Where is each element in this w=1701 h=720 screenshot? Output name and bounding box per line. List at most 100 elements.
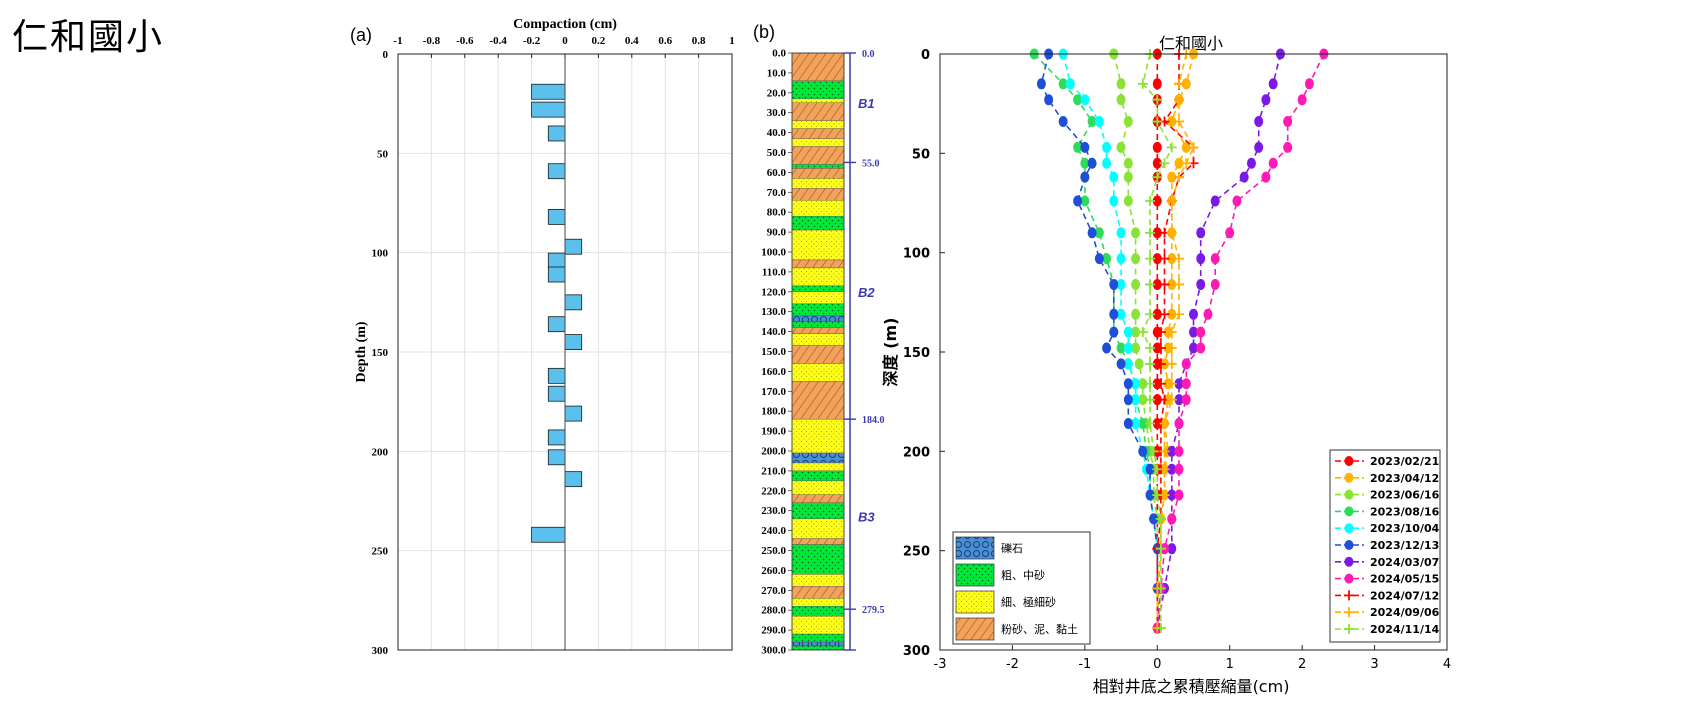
compaction-bar	[531, 83, 566, 100]
legend-marker	[1344, 540, 1354, 550]
data-point	[1167, 171, 1177, 183]
panel-a-x-tick-label: 0.6	[658, 35, 672, 47]
legend-entry: 2024/05/15	[1335, 573, 1439, 586]
lithology-swatch-coarse_sand	[955, 563, 995, 587]
lithology-layer	[791, 285, 845, 292]
panel-a-y-ticks: 0 50 100 150 200 250 300	[372, 49, 389, 657]
lithology-layer	[791, 98, 845, 103]
data-point	[1152, 172, 1163, 183]
data-point	[1283, 141, 1293, 153]
compaction-bar	[531, 526, 566, 543]
borehole-depth-label: 120.0	[761, 286, 786, 298]
borehole-column	[791, 52, 845, 651]
borehole-depth-label: 20.0	[767, 87, 787, 99]
data-point	[1196, 326, 1206, 338]
lithology-swatch-silt_clay	[955, 617, 995, 641]
unit-label: B3	[858, 510, 875, 525]
data-point	[1155, 378, 1166, 389]
panel-a-y-tick-label: 0	[383, 49, 389, 61]
data-point	[1174, 445, 1184, 457]
lithology-layer	[791, 544, 845, 575]
series-2024-11-14	[1137, 49, 1177, 634]
data-point	[1189, 342, 1198, 354]
data-point	[1196, 278, 1206, 290]
data-point	[1131, 394, 1141, 406]
panel-a-y-title: Depth (m)	[354, 321, 369, 382]
data-point	[1131, 326, 1141, 338]
lithology-layer	[791, 267, 845, 287]
data-point	[1116, 342, 1126, 354]
data-point	[1166, 394, 1177, 405]
borehole-depth-label: 30.0	[767, 107, 787, 119]
panel-a-x-tick-label: 1	[729, 35, 735, 47]
data-point	[1167, 463, 1177, 475]
lithology-layer	[791, 164, 845, 169]
lithology-layer	[791, 502, 845, 519]
lithology-layer	[791, 200, 845, 217]
data-point	[1181, 378, 1191, 390]
data-point	[1123, 326, 1133, 338]
data-point	[1155, 358, 1166, 369]
data-point	[1131, 227, 1141, 239]
panel-c-x-tick-label: 0	[1153, 657, 1161, 672]
panel-a-x-tick-label: -0.2	[523, 35, 541, 47]
data-point	[1155, 623, 1166, 634]
borehole-depth-label: 90.0	[767, 227, 787, 239]
data-point	[1174, 418, 1184, 430]
data-point	[1094, 116, 1104, 128]
legend-entry: 2024/03/07	[1335, 556, 1439, 569]
data-point	[1174, 279, 1185, 290]
borehole-depth-label: 70.0	[767, 187, 787, 199]
data-point	[1080, 141, 1090, 153]
series-2024-05-15	[1152, 48, 1329, 634]
data-point	[1131, 253, 1141, 265]
unit-boundary-label: 279.5	[862, 605, 885, 616]
data-point	[1123, 418, 1133, 430]
data-point	[1167, 489, 1177, 501]
data-point	[1152, 278, 1162, 290]
lithology-layer	[791, 321, 845, 328]
data-point	[1080, 94, 1090, 106]
lithology-layer	[791, 80, 845, 99]
series-line	[1156, 53, 1195, 629]
legend-entry: 2023/10/04	[1335, 522, 1440, 535]
borehole-depth-label: 0.0	[772, 48, 786, 60]
borehole-depth-label: 170.0	[761, 386, 786, 398]
lithology-layer	[791, 315, 845, 322]
data-point	[1174, 489, 1184, 501]
borehole-depth-label: 80.0	[767, 207, 787, 219]
lithology-layer	[791, 327, 845, 334]
legend-marker	[1344, 489, 1354, 500]
series-legend: 2023/02/21 2023/04/12 2023/06/16 2023/08/16…	[1329, 449, 1441, 643]
data-point	[1304, 78, 1314, 90]
lithology-layer	[791, 606, 845, 617]
panel-c-y-tick-label: 300	[903, 644, 930, 659]
data-point	[1174, 94, 1185, 105]
panel-a-y-tick-label: 250	[372, 546, 389, 558]
legend-marker	[1344, 506, 1354, 517]
lithology-layer	[791, 586, 845, 599]
data-point	[1189, 326, 1198, 338]
panel-b-label: (b)	[753, 22, 775, 42]
borehole-depth-label: 290.0	[761, 625, 786, 637]
data-point	[1152, 253, 1162, 265]
data-point	[1167, 278, 1177, 290]
borehole-depth-label: 300.0	[761, 645, 786, 657]
legend-label: 2023/06/16	[1370, 489, 1440, 502]
panel-a-x-tick-label: -0.6	[456, 35, 474, 47]
data-point	[1109, 308, 1119, 320]
lithology-layer	[791, 215, 845, 231]
panel-c-y-tick-label: 100	[903, 247, 930, 262]
data-point	[1232, 195, 1242, 207]
lithology-layer	[791, 333, 845, 346]
legend-marker	[1344, 556, 1354, 567]
data-point	[1261, 94, 1271, 106]
data-point	[1225, 227, 1235, 239]
data-point	[1080, 171, 1090, 183]
lithology-layer	[791, 480, 845, 495]
data-point	[1116, 358, 1126, 370]
legend-entry: 2023/08/16	[1335, 505, 1440, 518]
panel-c-y-tick-label: 150	[903, 346, 930, 361]
lithology-legend-label: 粗、中砂	[1001, 569, 1045, 582]
